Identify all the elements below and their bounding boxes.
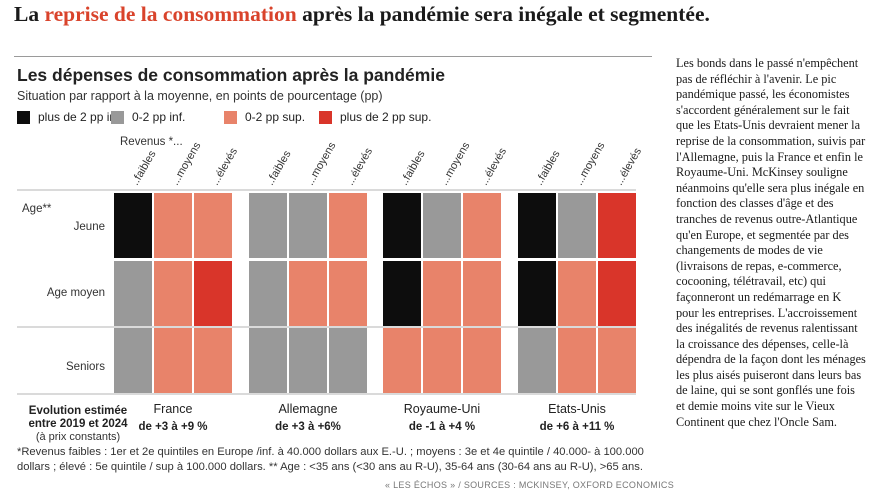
heatmap-cell bbox=[598, 193, 636, 258]
age-label: Seniors bbox=[66, 361, 105, 373]
heatmap-cell bbox=[518, 328, 556, 393]
age-label: Age moyen bbox=[47, 287, 105, 299]
heatmap-cell bbox=[463, 261, 501, 326]
heatmap-cell bbox=[383, 193, 421, 258]
heatmap-cell bbox=[114, 193, 152, 258]
footnote: *Revenus faibles : 1er et 2e quintiles e… bbox=[17, 446, 644, 473]
legend-item-red: plus de 2 pp sup. bbox=[319, 109, 431, 125]
legend-item-light-red: 0-2 pp sup. bbox=[224, 109, 305, 125]
country-name: Royaume-Uni bbox=[404, 402, 480, 416]
heatmap-cell bbox=[329, 328, 367, 393]
heatmap-cell bbox=[518, 193, 556, 258]
heatmap-cell bbox=[289, 261, 327, 326]
evolution-label-line2: entre 2019 et 2024 bbox=[28, 418, 128, 430]
heatmap-cell bbox=[154, 193, 192, 258]
heatmap-cell bbox=[423, 261, 461, 326]
legend-label-black: plus de 2 pp inf. bbox=[38, 110, 123, 124]
income-label: ...élevés bbox=[478, 146, 509, 188]
heatmap-cell bbox=[558, 261, 596, 326]
article-body-text: Les bonds dans le passé n'empêchent pas … bbox=[676, 56, 866, 429]
income-label: ..faibles bbox=[398, 148, 428, 187]
heatmap-cell bbox=[463, 328, 501, 393]
income-label: ...élevés bbox=[209, 146, 240, 188]
country-evolution: de +3 à +9 % bbox=[138, 421, 207, 433]
heatmap-cell bbox=[154, 261, 192, 326]
heatmap-cell bbox=[383, 328, 421, 393]
heatmap-cell bbox=[558, 193, 596, 258]
income-label: ..faibles bbox=[533, 148, 563, 187]
heatmap-cell bbox=[598, 261, 636, 326]
country-name: France bbox=[154, 402, 193, 416]
heatmap-cell bbox=[249, 193, 287, 258]
headline: La reprise de la consommation après la p… bbox=[14, 2, 864, 27]
country-name: Etats-Unis bbox=[548, 402, 606, 416]
heatmap-cell bbox=[463, 193, 501, 258]
income-label: ..faibles bbox=[264, 148, 294, 187]
heatmap-cell bbox=[383, 261, 421, 326]
legend-swatch-red bbox=[319, 110, 332, 124]
heatmap-cell bbox=[329, 193, 367, 258]
headline-rest: après la pandémie sera inégale et segmen… bbox=[296, 2, 710, 26]
country-evolution: de +6 à +11 % bbox=[540, 421, 615, 433]
legend-swatch-gray bbox=[111, 110, 124, 124]
income-label: ...élevés bbox=[613, 146, 644, 188]
revenue-header: Revenus *... bbox=[120, 136, 183, 148]
age-header: Age** bbox=[22, 203, 52, 215]
heatmap-cell bbox=[194, 193, 232, 258]
age-label: Jeune bbox=[74, 221, 105, 233]
heatmap-cell bbox=[249, 261, 287, 326]
evolution-label-line1: Evolution estimée bbox=[29, 405, 127, 417]
heatmap-cell bbox=[423, 328, 461, 393]
chart-subtitle: Situation par rapport à la moyenne, en p… bbox=[17, 89, 383, 103]
income-label: ...élevés bbox=[344, 146, 375, 188]
heatmap-cell bbox=[518, 261, 556, 326]
income-label: ...moyens bbox=[438, 140, 472, 188]
evolution-sublabel: (à prix constants) bbox=[36, 431, 120, 443]
heatmap-cell bbox=[249, 328, 287, 393]
income-label: ..faibles bbox=[129, 148, 159, 187]
heatmap-cell bbox=[194, 261, 232, 326]
legend-label-light-red: 0-2 pp sup. bbox=[245, 110, 306, 124]
heatmap-cell bbox=[114, 328, 152, 393]
legend-swatch-light-red bbox=[224, 110, 237, 124]
source-line: « LES ÉCHOS » / SOURCES : MCKINSEY, OXFO… bbox=[385, 480, 674, 490]
income-label: ...moyens bbox=[573, 140, 607, 188]
heatmap-cell bbox=[289, 328, 327, 393]
heatmap-cell bbox=[329, 261, 367, 326]
heatmap-cell bbox=[289, 193, 327, 258]
chart-title: Les dépenses de consommation après la pa… bbox=[17, 65, 445, 85]
heatmap-cell bbox=[558, 328, 596, 393]
heatmap-cell bbox=[423, 193, 461, 258]
heatmap-cell bbox=[154, 328, 192, 393]
heatmap-cell bbox=[194, 328, 232, 393]
legend-item-gray: 0-2 pp inf. bbox=[111, 109, 185, 125]
country-evolution: de -1 à +4 % bbox=[409, 421, 475, 433]
heatmap-cell bbox=[598, 328, 636, 393]
heatmap-cell bbox=[114, 261, 152, 326]
country-evolution: de +3 à +6% bbox=[275, 421, 341, 433]
legend-item-black: plus de 2 pp inf. bbox=[17, 109, 123, 125]
top-divider bbox=[14, 56, 652, 57]
country-name: Allemagne bbox=[278, 402, 337, 416]
legend-label-gray: 0-2 pp inf. bbox=[132, 110, 186, 124]
headline-prefix: La bbox=[14, 2, 45, 26]
income-label: ...moyens bbox=[304, 140, 338, 188]
heatmap-chart: Revenus *.....faibles ...moyens ...élevés.… bbox=[17, 136, 644, 443]
legend-swatch-black bbox=[17, 110, 30, 124]
headline-highlight: reprise de la consommation bbox=[44, 2, 297, 26]
legend-label-red: plus de 2 pp sup. bbox=[340, 110, 432, 124]
